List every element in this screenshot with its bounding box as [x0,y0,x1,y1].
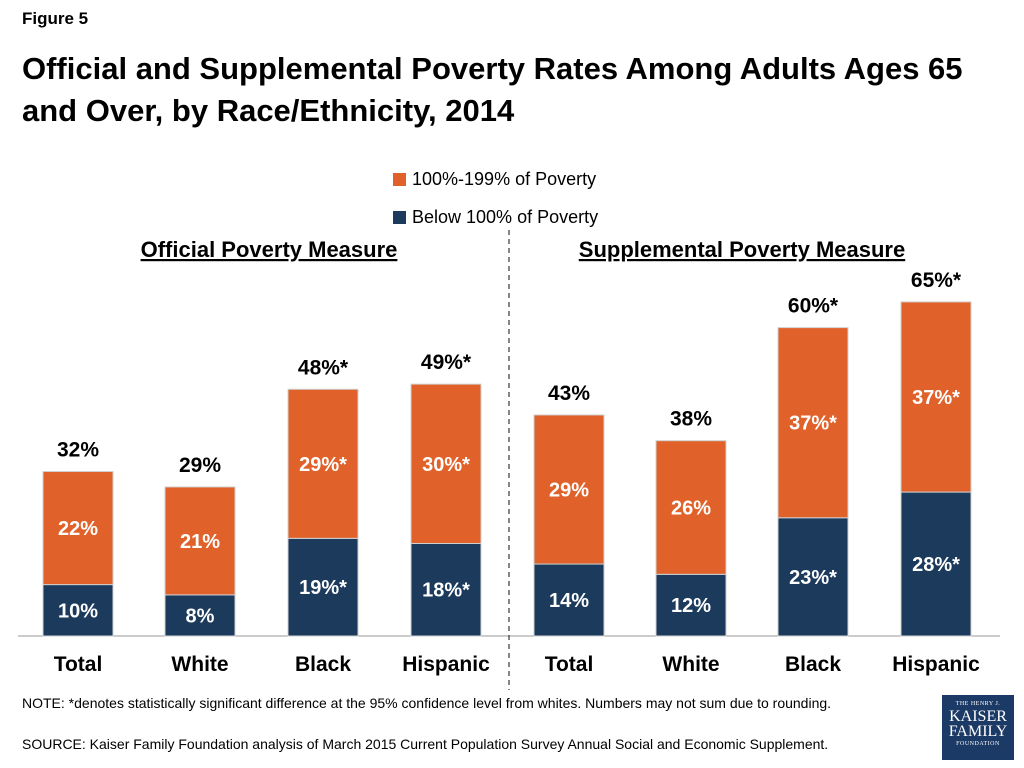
bar-upper-0 [42,471,114,586]
legend-swatch-upper [393,172,406,186]
bar-lower-2 [287,537,359,637]
tick-label-4: Total [545,653,594,676]
bar-lower-0 [42,584,114,637]
bar-lower-4 [533,563,605,637]
bar-upper-3 [410,383,482,544]
bar-upper-7 [900,301,972,493]
note-text: NOTE: *denotes statistically significant… [22,695,832,711]
label-upper-6: 37%* [789,413,837,435]
legend-label-lower: Below 100% of Poverty [412,206,599,227]
legend-label-upper: 100%-199% of Poverty [412,168,597,189]
label-upper-2: 29%* [299,454,347,476]
bar-upper-6 [777,327,849,519]
label-lower-3: 18%* [422,580,470,602]
bar-lower-7 [900,491,972,637]
label-lower-4: 14% [549,590,589,612]
chart-title: Official and Supplemental Poverty Rates … [22,51,963,128]
group-header-supplemental: Supplemental Poverty Measure [579,237,905,262]
label-total-3: 49%* [421,351,472,374]
tick-label-2: Black [295,653,351,676]
bar-upper-2 [287,388,359,539]
figure-label: Figure 5 [22,9,89,28]
label-upper-3: 30%* [422,454,470,476]
label-upper-7: 37%* [912,387,960,409]
label-total-6: 60%* [788,295,839,318]
bar-upper-1 [164,486,236,596]
logo-line3: FAMILY [948,723,1008,740]
tick-label-5: White [662,653,719,676]
label-total-2: 48%* [298,356,349,379]
tick-label-1: White [171,653,228,676]
label-total-1: 29% [179,454,221,477]
bar-lower-6 [777,517,849,637]
bar-lower-5 [655,573,727,637]
label-upper-5: 26% [671,498,711,520]
group-header-official: Official Poverty Measure [141,237,398,262]
legend-item-lower: Below 100% of Poverty [393,198,598,236]
label-lower-1: 8% [186,605,215,627]
logo-line4: FOUNDATION [956,741,1000,747]
label-total-7: 65%* [911,269,962,292]
tick-label-3: Hispanic [402,653,490,676]
tick-label-7: Hispanic [892,653,980,676]
legend-item-upper: 100%-199% of Poverty [393,160,598,198]
label-lower-0: 10% [58,600,98,622]
source-text: SOURCE: Kaiser Family Foundation analysi… [22,736,829,752]
label-total-4: 43% [548,382,590,405]
tick-label-0: Total [54,653,103,676]
tick-label-6: Black [785,653,841,676]
label-lower-7: 28%* [912,554,960,576]
label-lower-2: 19%* [299,577,347,599]
label-total-0: 32% [57,439,99,462]
bar-lower-1 [164,594,236,637]
bar-upper-5 [655,440,727,575]
label-lower-5: 12% [671,595,711,617]
label-total-5: 38% [670,408,712,431]
bar-upper-4 [533,414,605,565]
kff-logo: THE HENRY J. KAISER FAMILY FOUNDATION [942,695,1014,760]
label-upper-4: 29% [549,480,589,502]
label-upper-1: 21% [180,531,220,553]
legend: 100%-199% of Poverty Below 100% of Pover… [393,160,598,236]
logo-line1: THE HENRY J. [955,701,1001,707]
logo-line2: KAISER [949,708,1007,725]
label-lower-6: 23%* [789,567,837,589]
legend-swatch-lower [393,210,406,224]
label-upper-0: 22% [58,518,98,540]
